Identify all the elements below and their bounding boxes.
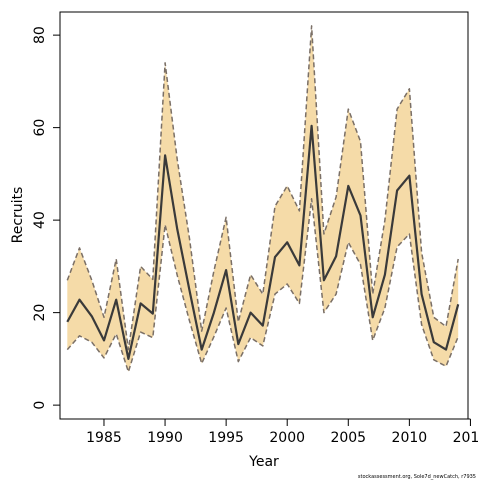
- x-tick-label: 2015: [453, 430, 480, 446]
- y-tick-label: 40: [32, 211, 48, 229]
- x-tick-label: 2000: [269, 430, 305, 446]
- confidence-band-layer: [67, 25, 459, 372]
- y-axis-title: Recruits: [10, 187, 26, 244]
- credit-text: stockassessment.org, Sole7d_newCatch, r7…: [358, 474, 476, 480]
- x-tick-label: 2005: [330, 430, 366, 446]
- x-axis-title: Year: [248, 454, 279, 470]
- y-tick-label: 80: [32, 26, 48, 44]
- upper-bound-line: [66, 25, 459, 351]
- lower-bound-line: [66, 198, 459, 373]
- estimate-line: [66, 124, 460, 360]
- series-layer: [66, 25, 460, 373]
- x-tick-label: 1985: [86, 430, 122, 446]
- x-tick-label: 2010: [392, 430, 428, 446]
- y-tick-label: 20: [32, 304, 48, 322]
- x-tick-label: 1995: [208, 430, 244, 446]
- y-axis: 0 20 40 60 80: [32, 26, 61, 410]
- x-tick-label: 1990: [147, 430, 183, 446]
- y-tick-label: 0: [32, 401, 48, 410]
- x-axis: 1985 1990 1995 2000 2005 2010 2015: [86, 418, 480, 446]
- confidence-band: [67, 25, 459, 372]
- y-tick-label: 60: [32, 119, 48, 137]
